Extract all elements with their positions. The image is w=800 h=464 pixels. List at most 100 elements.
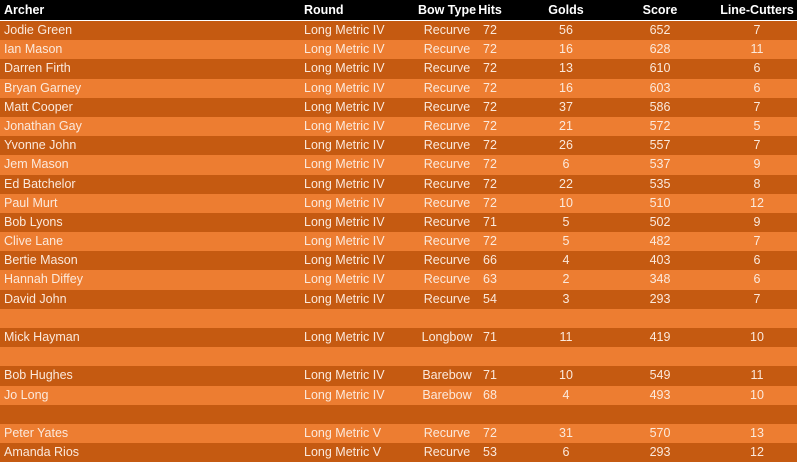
cell-hits[interactable]: 71 [483,368,497,383]
cell-golds[interactable]: 10 [559,195,573,210]
cell-round[interactable]: Long Metric IV [304,330,385,344]
cell-hits[interactable]: 71 [483,330,497,344]
cell-hits[interactable]: 72 [483,80,497,95]
cell-score[interactable]: 610 [649,61,671,76]
cell-archer[interactable]: Matt Cooper [4,99,73,114]
cell-archer[interactable]: Peter Yates [4,425,69,440]
cell-bow-type[interactable]: Recurve [423,445,471,460]
cell-score[interactable]: 628 [649,42,671,57]
cell-hits[interactable]: 72 [483,234,497,249]
cell-round[interactable]: Long Metric IV [304,99,385,114]
cell-hits[interactable]: 72 [483,176,497,191]
cell-score[interactable]: 570 [649,425,671,440]
cell-round[interactable]: Long Metric IV [304,42,385,57]
cell-bow-type[interactable]: Longbow [421,330,473,344]
cell-line-cutters[interactable]: 6 [753,80,761,95]
cell-score[interactable]: 293 [649,291,671,306]
cell-bow-type[interactable]: Recurve [423,157,471,172]
cell-score[interactable]: 510 [649,195,671,210]
cell-archer[interactable]: Hannah Diffey [4,272,83,287]
cell-hits[interactable]: 72 [483,61,497,76]
cell-line-cutters[interactable]: 6 [753,253,761,268]
cell-archer[interactable]: Bryan Garney [4,80,82,95]
cell-round[interactable]: Long Metric V [304,425,382,440]
cell-golds[interactable]: 5 [562,214,570,229]
cell-hits[interactable]: 66 [483,253,497,268]
cell-bow-type[interactable]: Recurve [423,80,471,95]
cell-archer[interactable]: Paul Murt [4,195,58,210]
cell-hits[interactable]: 54 [483,291,497,306]
cell-golds[interactable]: 6 [562,157,570,172]
cell-round[interactable]: Long Metric IV [304,272,385,287]
cell-bow-type[interactable]: Recurve [423,23,471,37]
cell-archer[interactable]: Ed Batchelor [4,176,76,191]
cell-archer[interactable]: Jonathan Gay [4,118,82,133]
cell-score[interactable]: 419 [649,330,671,344]
cell-round[interactable]: Long Metric IV [304,291,385,306]
cell-line-cutters[interactable]: 11 [750,368,764,383]
cell-round[interactable]: Long Metric IV [304,23,385,37]
cell-bow-type[interactable]: Recurve [423,42,471,57]
cell-hits[interactable]: 72 [483,42,497,57]
cell-archer[interactable]: Mick Hayman [4,330,80,344]
cell-bow-type[interactable]: Recurve [423,214,471,229]
cell-line-cutters[interactable]: 10 [750,330,764,344]
cell-line-cutters[interactable]: 12 [750,195,764,210]
cell-score[interactable]: 293 [649,445,671,460]
cell-archer[interactable]: Jo Long [4,387,49,402]
header-bow-type[interactable]: Bow Type [417,3,477,17]
cell-score[interactable]: 535 [649,176,671,191]
header-golds[interactable]: Golds [548,3,584,17]
cell-round[interactable]: Long Metric IV [304,253,385,268]
cell-line-cutters[interactable]: 6 [753,61,761,76]
cell-golds[interactable]: 16 [559,80,573,95]
cell-round[interactable]: Long Metric V [304,445,382,460]
cell-score[interactable]: 403 [649,253,671,268]
cell-golds[interactable]: 3 [562,291,570,306]
cell-line-cutters[interactable]: 11 [750,42,764,57]
cell-archer[interactable]: Jodie Green [4,23,73,37]
cell-line-cutters[interactable]: 7 [753,23,761,37]
cell-golds[interactable]: 10 [559,368,573,383]
cell-bow-type[interactable]: Recurve [423,253,471,268]
cell-hits[interactable]: 72 [483,157,497,172]
cell-score[interactable]: 502 [649,214,671,229]
cell-golds[interactable]: 26 [559,138,573,153]
cell-golds[interactable]: 13 [559,61,573,76]
cell-archer[interactable]: Yvonne John [4,138,77,153]
cell-line-cutters[interactable]: 7 [753,138,761,153]
cell-score[interactable]: 348 [649,272,671,287]
cell-round[interactable]: Long Metric IV [304,157,385,172]
cell-line-cutters[interactable]: 12 [750,445,764,460]
cell-hits[interactable]: 68 [483,387,497,402]
header-archer[interactable]: Archer [4,3,45,17]
cell-bow-type[interactable]: Recurve [423,291,471,306]
cell-bow-type[interactable]: Recurve [423,138,471,153]
cell-bow-type[interactable]: Barebow [422,368,472,383]
cell-score[interactable]: 603 [649,80,671,95]
cell-score[interactable]: 493 [649,387,671,402]
cell-archer[interactable]: Jem Mason [4,157,69,172]
cell-archer[interactable]: Bob Lyons [4,214,63,229]
cell-golds[interactable]: 37 [559,99,573,114]
cell-bow-type[interactable]: Recurve [423,195,471,210]
cell-line-cutters[interactable]: 7 [753,234,761,249]
cell-round[interactable]: Long Metric IV [304,214,385,229]
cell-hits[interactable]: 72 [483,118,497,133]
cell-golds[interactable]: 4 [562,387,570,402]
cell-line-cutters[interactable]: 8 [753,176,761,191]
cell-bow-type[interactable]: Recurve [423,61,471,76]
cell-score[interactable]: 557 [649,138,671,153]
cell-line-cutters[interactable]: 7 [753,291,761,306]
cell-bow-type[interactable]: Recurve [423,234,471,249]
cell-archer[interactable]: Darren Firth [4,61,71,76]
cell-round[interactable]: Long Metric IV [304,195,385,210]
cell-golds[interactable]: 16 [559,42,573,57]
cell-archer[interactable]: Amanda Rios [4,445,80,460]
cell-hits[interactable]: 72 [483,138,497,153]
cell-score[interactable]: 537 [649,157,671,172]
cell-line-cutters[interactable]: 10 [750,387,764,402]
cell-golds[interactable]: 11 [559,330,573,344]
cell-round[interactable]: Long Metric IV [304,118,385,133]
header-line-cutters[interactable]: Line-Cutters [720,3,794,17]
